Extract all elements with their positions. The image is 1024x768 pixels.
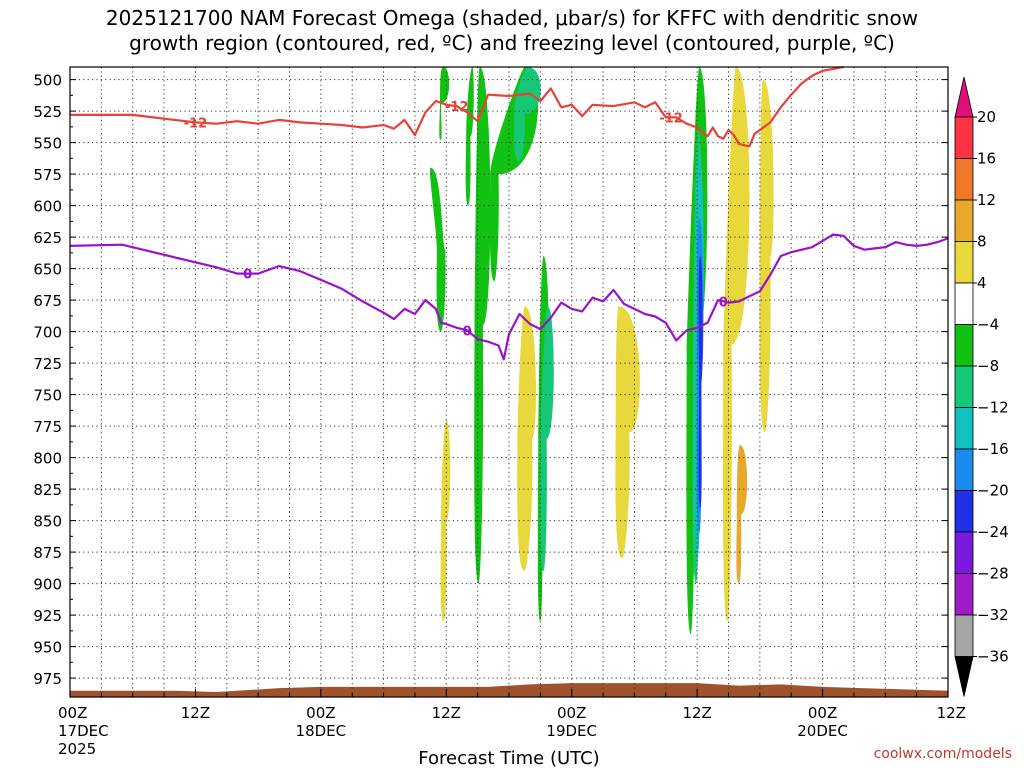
omega-region-13 bbox=[722, 67, 750, 622]
contour-layer: -12 -12 -12 0 0 0 bbox=[69, 65, 949, 361]
x-tick-label: 12Z bbox=[181, 704, 210, 722]
contour-label: 0 bbox=[463, 324, 472, 339]
x-axis-title: Forecast Time (UTC) bbox=[418, 748, 599, 768]
contour-label: 0 bbox=[719, 295, 728, 310]
y-tick-label: 875 bbox=[33, 544, 62, 562]
contour-label: 0 bbox=[243, 268, 252, 283]
omega-region-5 bbox=[513, 67, 541, 162]
colorbar: 20 16 12 8 4 −4 −8 −12 −16 −20 −24 −28 −32 −36 bbox=[954, 76, 1009, 697]
chart-title-line2: growth region (contoured, red, ºC) and f… bbox=[129, 31, 895, 55]
y-tick-label: 575 bbox=[33, 166, 62, 184]
colorbar-label: 16 bbox=[977, 150, 996, 168]
y-tick-label: 500 bbox=[33, 72, 62, 90]
colorbar-swatch-2 bbox=[954, 199, 974, 242]
colorbar-label: 4 bbox=[977, 274, 987, 292]
omega-region-14 bbox=[759, 79, 774, 433]
y-tick-label: 950 bbox=[33, 639, 62, 657]
colorbar-label: −12 bbox=[977, 399, 1009, 417]
omega-region-4 bbox=[489, 67, 539, 282]
y-tick-label: 825 bbox=[33, 481, 62, 499]
colorbar-swatch-1 bbox=[954, 158, 974, 201]
y-tick-label: 600 bbox=[33, 198, 62, 216]
x-year-label: 2025 bbox=[58, 740, 96, 758]
omega-region-7 bbox=[539, 306, 554, 571]
y-tick-label: 975 bbox=[33, 670, 62, 688]
x-tick-label: 12Z bbox=[937, 704, 966, 722]
y-tick-label: 550 bbox=[33, 135, 62, 153]
x-date-label: 17DEC bbox=[58, 722, 109, 740]
colorbar-swatch-9 bbox=[954, 490, 974, 533]
y-tick-label: 750 bbox=[33, 387, 62, 405]
colorbar-swatch-11 bbox=[954, 573, 974, 616]
omega-region-17 bbox=[440, 419, 451, 622]
x-tick-label: 00Z bbox=[808, 704, 837, 722]
omega-region-0 bbox=[430, 167, 446, 332]
y-tick-label: 625 bbox=[33, 229, 62, 247]
credit-text: coolwx.com/models bbox=[874, 746, 1012, 762]
omega-region-15 bbox=[615, 306, 640, 559]
contour-line-1 bbox=[69, 233, 949, 361]
x-date-label: 18DEC bbox=[296, 722, 347, 740]
omega-region-16 bbox=[517, 306, 537, 571]
y-tick-label: 850 bbox=[33, 513, 62, 531]
colorbar-bottom-arrow bbox=[954, 656, 974, 697]
x-date-label: 20DEC bbox=[797, 722, 848, 740]
x-tick-label: 12Z bbox=[682, 704, 711, 722]
y-tick-label: 525 bbox=[33, 103, 62, 121]
colorbar-swatch-3 bbox=[954, 241, 974, 284]
colorbar-swatch-4 bbox=[954, 282, 974, 325]
x-tick-label: 00Z bbox=[306, 704, 335, 722]
contour-label: -12 bbox=[184, 116, 208, 131]
y-tick-label: 900 bbox=[33, 576, 62, 594]
colorbar-label: −4 bbox=[977, 316, 999, 334]
y-tick-label: 775 bbox=[33, 418, 62, 436]
colorbar-label: 20 bbox=[977, 108, 996, 126]
colorbar-label: 8 bbox=[977, 233, 987, 251]
x-tick-label: 00Z bbox=[557, 704, 586, 722]
contour-label: -12 bbox=[445, 100, 469, 115]
colorbar-label: −32 bbox=[977, 606, 1009, 624]
colorbar-swatch-10 bbox=[954, 531, 974, 574]
colorbar-label: −24 bbox=[977, 523, 1009, 541]
omega-region-12 bbox=[698, 256, 703, 508]
colorbar-top-arrow bbox=[954, 76, 974, 118]
y-tick-label: 650 bbox=[33, 261, 62, 279]
omega-region-3 bbox=[474, 67, 491, 584]
y-tick-label: 675 bbox=[33, 292, 62, 310]
colorbar-swatch-5 bbox=[954, 324, 974, 367]
omega-shading-layer bbox=[430, 67, 774, 634]
colorbar-swatch-12 bbox=[954, 614, 974, 657]
chart-title-line1: 2025121700 NAM Forecast Omega (shaded, μ… bbox=[105, 6, 919, 30]
x-date-label: 19DEC bbox=[546, 722, 597, 740]
colorbar-swatch-0 bbox=[954, 116, 974, 159]
colorbar-label: −28 bbox=[977, 565, 1009, 583]
omega-region-2 bbox=[465, 67, 474, 206]
y-tick-label: 725 bbox=[33, 355, 62, 373]
x-tick-label: 12Z bbox=[432, 704, 461, 722]
colorbar-label: −16 bbox=[977, 440, 1009, 458]
y-tick-label: 700 bbox=[33, 324, 62, 342]
y-tick-label: 800 bbox=[33, 450, 62, 468]
colorbar-label: −36 bbox=[977, 648, 1009, 666]
colorbar-label: −8 bbox=[977, 357, 999, 375]
y-tick-label: 925 bbox=[33, 607, 62, 625]
contour-line-0 bbox=[70, 65, 844, 148]
x-tick-label: 00Z bbox=[58, 704, 87, 722]
y-axis: 500 525 550 575 600 625 650 675 700 725 750 775 800 8… bbox=[33, 72, 948, 688]
contour-label: -12 bbox=[659, 111, 683, 126]
colorbar-label: 12 bbox=[977, 191, 996, 209]
colorbar-label: −20 bbox=[977, 482, 1009, 500]
chart-title: 2025121700 NAM Forecast Omega (shaded, μ… bbox=[0, 6, 1024, 56]
omega-region-18 bbox=[736, 445, 748, 584]
colorbar-swatch-6 bbox=[954, 365, 974, 408]
colorbar-swatch-7 bbox=[954, 407, 974, 450]
grid-layer bbox=[70, 67, 948, 697]
colorbar-swatch-8 bbox=[954, 448, 974, 491]
